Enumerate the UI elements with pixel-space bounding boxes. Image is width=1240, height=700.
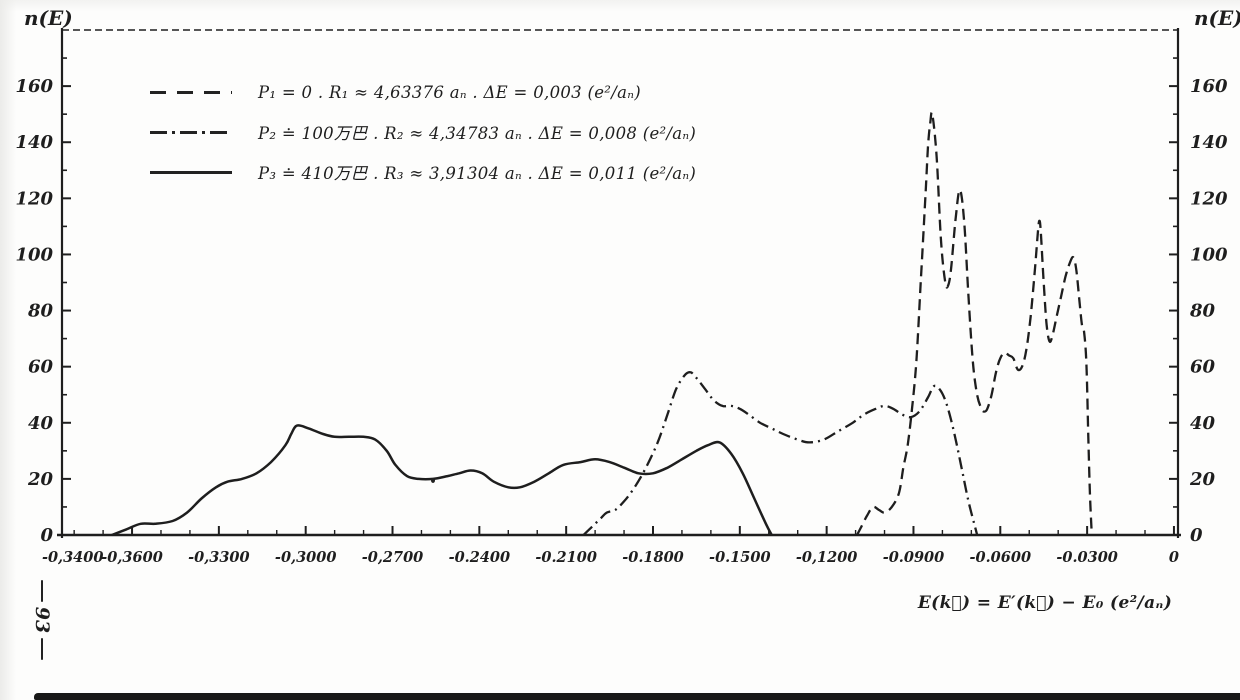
- scan-artifact-dot: [431, 478, 435, 483]
- y-tick-label-left: 120: [15, 188, 53, 209]
- y-tick-label-right: 120: [1190, 188, 1228, 209]
- legend-entry-label: P₂ ≐ 100万巴 . R₂ ≈ 4,34783 aₙ . ΔE = 0,00…: [258, 124, 697, 143]
- x-tick-label: -0.0600: [970, 549, 1032, 566]
- y-tick-label-left: 40: [28, 413, 54, 434]
- x-tick-label: -0,3400: [42, 549, 104, 566]
- y-tick-label-left: 0: [40, 525, 53, 546]
- y-tick-label-right: 160: [1190, 76, 1228, 97]
- y-axis-title-left: n(E): [24, 6, 73, 30]
- legend-entry-p2: P₂ ≐ 100万巴 . R₂ ≈ 4,34783 aₙ . ΔE = 0,00…: [150, 112, 696, 152]
- dash-dot-line-marker: [150, 130, 232, 134]
- y-tick-label-left: 140: [15, 132, 53, 153]
- curve-dashdot-p2: [582, 370, 979, 536]
- y-tick-label-right: 100: [1190, 244, 1228, 265]
- page-number-dash-top: [41, 580, 43, 602]
- x-tick-label: -0.0300: [1056, 549, 1118, 566]
- curve-solid-p3: [111, 424, 773, 537]
- x-tick-label: -0,1200: [796, 549, 858, 566]
- y-tick-label-right: 20: [1189, 469, 1216, 490]
- x-tick-label: -0.1500: [709, 549, 771, 566]
- solid-line-marker: [150, 170, 232, 174]
- x-tick-label: -0,3300: [188, 549, 250, 566]
- x-tick-label: -0.2400: [449, 549, 511, 566]
- y-tick-label-left: 60: [28, 357, 54, 378]
- y-tick-label-left: 20: [27, 469, 54, 490]
- y-tick-label-left: 80: [27, 301, 54, 322]
- x-tick-label: -0,2700: [362, 549, 424, 566]
- y-tick-label-right: 0: [1190, 525, 1203, 546]
- x-tick-label: -0.0900: [883, 549, 945, 566]
- x-tick-label: 0: [1169, 549, 1179, 566]
- scan-artifact-bottom-edge: [34, 693, 1240, 700]
- page-number-dash-bottom: [41, 638, 43, 660]
- legend-entry-p3: P₃ ≐ 410万巴 . R₃ ≈ 3,91304 aₙ . ΔE = 0,01…: [150, 152, 696, 192]
- y-axis-title-right: n(E): [1194, 6, 1240, 30]
- curve-dashed-p1: [855, 111, 1093, 536]
- y-tick-label-right: 40: [1190, 413, 1216, 434]
- y-tick-label-left: 160: [15, 76, 53, 97]
- x-tick-label: -0,3600: [101, 549, 163, 566]
- y-tick-label-right: 60: [1190, 357, 1216, 378]
- y-tick-label-left: 100: [15, 244, 53, 265]
- x-tick-label: -0.1800: [622, 549, 684, 566]
- dashed-line-marker: [150, 90, 232, 94]
- x-axis-title: E(k⃗) = E′(k⃗) − E₀ (e²/aₙ): [917, 593, 1173, 613]
- legend-entry-label: P₁ = 0 . R₁ ≈ 4,63376 aₙ . ΔE = 0,003 (e…: [258, 82, 641, 102]
- legend: P₁ = 0 . R₁ ≈ 4,63376 aₙ . ΔE = 0,003 (e…: [150, 72, 696, 192]
- y-tick-label-right: 80: [1189, 301, 1216, 322]
- x-tick-label: -0.2100: [535, 549, 597, 566]
- y-tick-label-right: 140: [1190, 132, 1228, 153]
- page-number: 93: [28, 580, 56, 660]
- page-number-value: 93: [30, 606, 53, 634]
- legend-entry-p1: P₁ = 0 . R₁ ≈ 4,63376 aₙ . ΔE = 0,003 (e…: [150, 72, 696, 112]
- legend-entry-label: P₃ ≐ 410万巴 . R₃ ≈ 3,91304 aₙ . ΔE = 0,01…: [258, 164, 697, 183]
- x-tick-label: -0,3000: [275, 549, 337, 566]
